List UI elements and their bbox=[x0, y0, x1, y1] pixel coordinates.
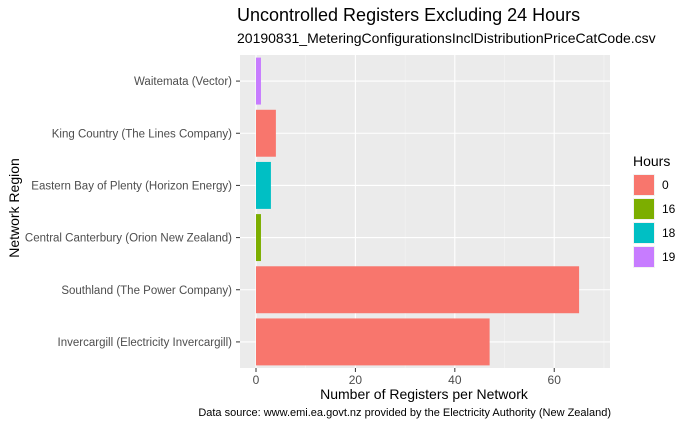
legend-swatch bbox=[634, 199, 654, 219]
bar bbox=[256, 266, 580, 314]
x-tick-labels: 0 20 40 60 bbox=[253, 368, 562, 387]
category-label: Central Canterbury (Orion New Zealand) bbox=[25, 233, 232, 245]
x-tick-label: 20 bbox=[349, 373, 363, 387]
legend: Hours 0 16 18 19 bbox=[633, 153, 676, 268]
legend-label: 0 bbox=[662, 178, 669, 192]
legend-swatch bbox=[634, 247, 654, 267]
chart-title: Uncontrolled Registers Excluding 24 Hour… bbox=[237, 5, 580, 25]
category-label: Waitemata (Vector) bbox=[134, 76, 232, 88]
plot-background bbox=[240, 55, 610, 368]
bar bbox=[256, 161, 271, 209]
data-source-caption: Data source: www.emi.ea.govt.nz provided… bbox=[198, 407, 611, 419]
category-label: Southland (The Power Company) bbox=[61, 285, 232, 297]
category-label: King Country (The Lines Company) bbox=[52, 128, 232, 140]
bar bbox=[256, 109, 276, 157]
y-axis-title: Network Region bbox=[6, 158, 22, 258]
legend-swatch bbox=[634, 175, 654, 195]
x-axis-title: Number of Registers per Network bbox=[320, 386, 529, 402]
x-tick-label: 0 bbox=[253, 373, 260, 387]
category-label: Invercargill (Electricity Invercargill) bbox=[58, 337, 233, 349]
legend-label: 18 bbox=[662, 226, 676, 240]
bar bbox=[256, 318, 490, 366]
x-tick-label: 60 bbox=[548, 373, 562, 387]
legend-label: 16 bbox=[662, 202, 676, 216]
legend-title: Hours bbox=[633, 153, 670, 169]
bar bbox=[256, 214, 261, 262]
bar bbox=[256, 57, 261, 105]
bars-group bbox=[256, 57, 580, 366]
legend-swatch bbox=[634, 223, 654, 243]
category-labels: Waitemata (Vector) King Country (The Line… bbox=[25, 76, 240, 349]
category-label: Eastern Bay of Plenty (Horizon Energy) bbox=[31, 180, 232, 192]
plot-area bbox=[240, 55, 610, 368]
legend-label: 19 bbox=[662, 250, 676, 264]
chart-subtitle: 20190831_MeteringConfigurationsInclDistr… bbox=[237, 30, 656, 46]
x-tick-label: 40 bbox=[448, 373, 462, 387]
